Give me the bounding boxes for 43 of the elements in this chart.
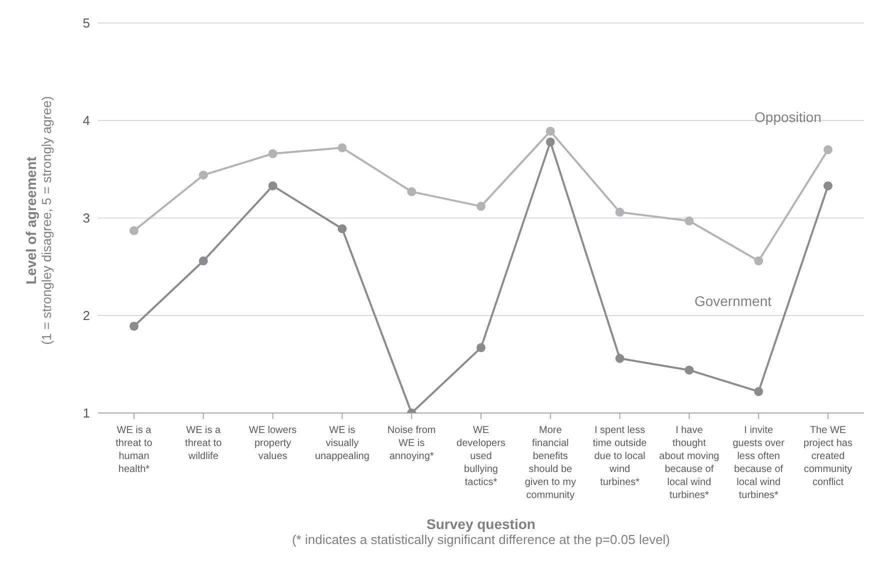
point [130, 226, 138, 236]
point [754, 256, 764, 266]
x-tick-label: I spent less time outside due to local wind turbines* [592, 425, 648, 488]
text: (1 = strongley disagree, 5 = strongly agree) [38, 96, 54, 345]
point [407, 187, 416, 196]
y-tick-label: 3 [82, 210, 90, 226]
point [198, 256, 208, 266]
point [824, 145, 832, 154]
point [615, 208, 624, 217]
point [546, 126, 555, 136]
point [824, 181, 832, 190]
x-tick-label: WE is a threat to wildlife [185, 425, 222, 462]
y-tick-label: 1 [82, 406, 90, 421]
point [198, 170, 208, 180]
x-tick-label: The WE project has created community conflict [804, 425, 852, 488]
x-tick-label: I have thought about moving because of local wind turbines* [659, 425, 720, 501]
x-tick-label: Noise from WE is annoying* [387, 425, 436, 462]
point [754, 387, 764, 396]
point [615, 354, 624, 363]
point [476, 202, 486, 211]
point [476, 343, 486, 352]
text: (* indicates a statistically significant difference at the p=0.05 level) [290, 532, 672, 547]
series-label: Opposition [754, 108, 822, 125]
y-tick-label: 4 [82, 113, 90, 128]
series-label: Government [694, 292, 772, 309]
y-tick-label: 2 [82, 308, 90, 324]
x-tick-label: More financial benefits should be given to my community [524, 425, 576, 501]
point [268, 181, 278, 190]
x-tick-label: WE is a threat to human health* [116, 425, 153, 475]
x-tick-label: I invite guests over less often because of local wind turbines* [732, 425, 786, 501]
point [268, 149, 278, 158]
x-tick-label: WE developers used bullying tactics* [456, 425, 506, 488]
point [338, 143, 347, 152]
x-tick-label: WE is visually unappealing [314, 425, 370, 462]
point [546, 137, 555, 146]
y-tick-label: 5 [82, 16, 90, 31]
x-axis-title: Survey question [426, 516, 536, 532]
point [684, 366, 694, 375]
point [684, 216, 694, 226]
point [130, 322, 138, 331]
point [338, 224, 347, 234]
x-tick-label: WE lowers property values [248, 425, 297, 462]
y-axis-title: Level of agreement [22, 156, 38, 286]
